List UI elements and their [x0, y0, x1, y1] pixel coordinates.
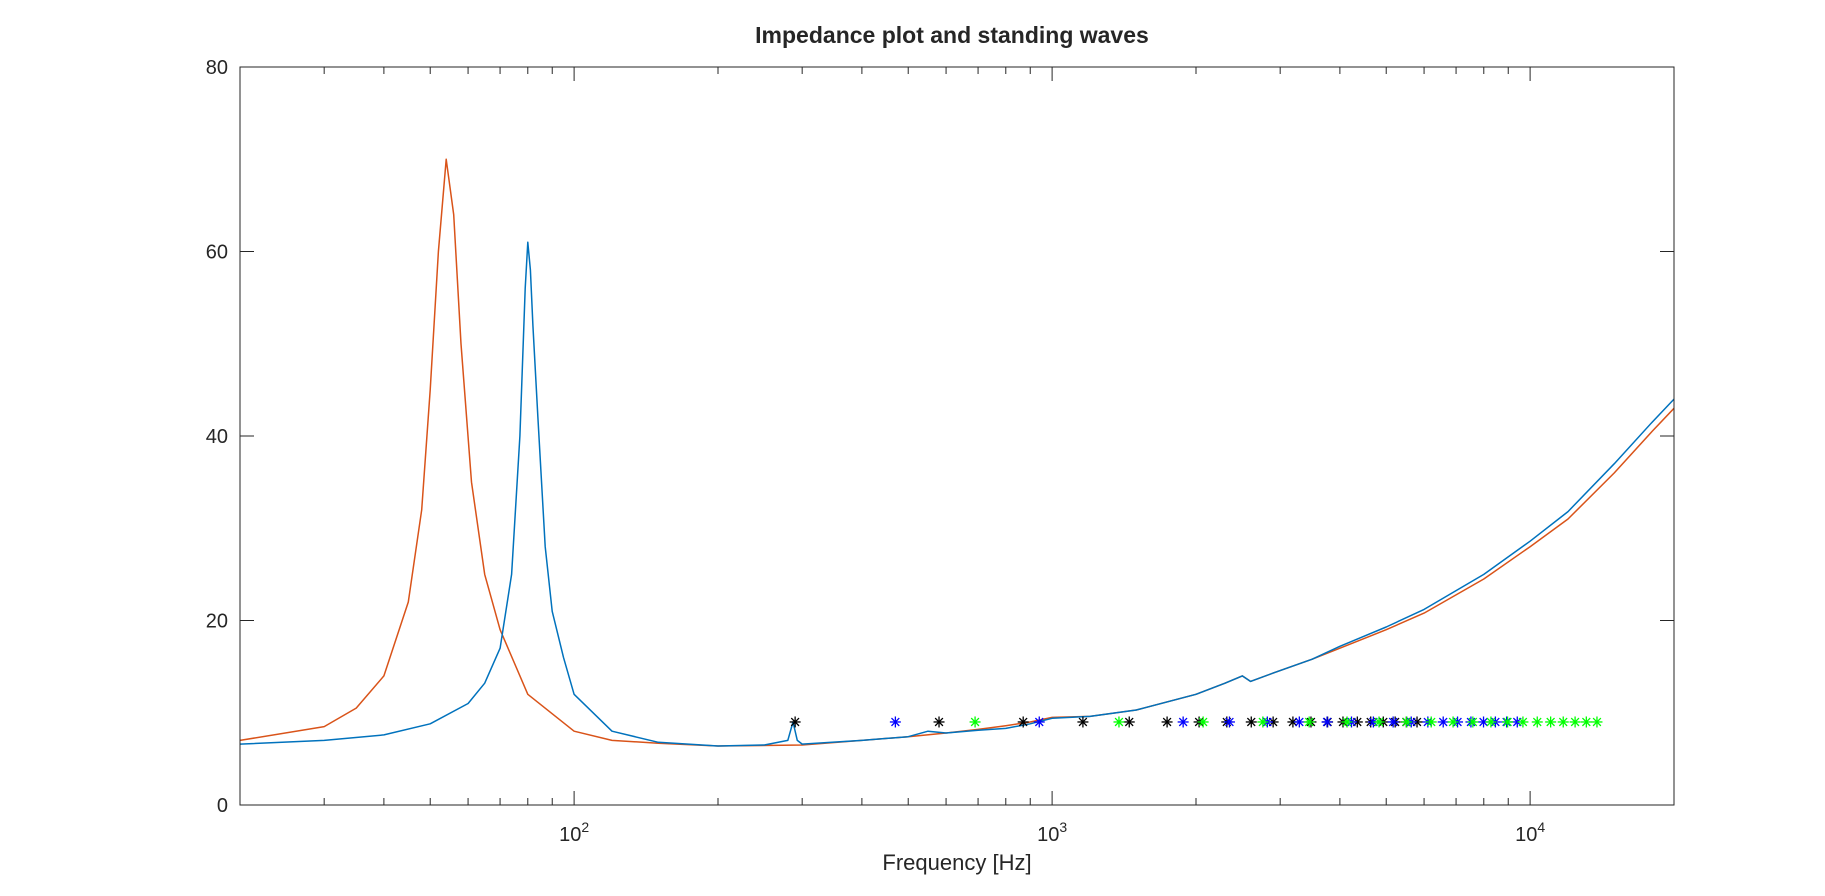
standing-wave-marker	[1467, 716, 1479, 728]
standing-wave-marker	[1017, 716, 1029, 728]
standing-wave-marker	[1502, 716, 1514, 728]
y-tick-label: 80	[206, 57, 228, 79]
chart-title: Impedance plot and standing waves	[755, 22, 1149, 48]
x-tick-label: 104	[1515, 819, 1545, 846]
x-tick-label: 102	[559, 819, 589, 846]
marker-layer	[789, 716, 1603, 728]
standing-wave-marker	[933, 716, 945, 728]
x-axis-label: Frequency [Hz]	[882, 850, 1031, 875]
standing-wave-marker	[1531, 716, 1543, 728]
standing-wave-marker	[1341, 716, 1353, 728]
standing-wave-marker	[1545, 716, 1557, 728]
standing-wave-marker	[1123, 716, 1135, 728]
y-tick-label: 40	[206, 426, 228, 448]
standing-wave-marker	[1197, 716, 1209, 728]
standing-wave-marker	[1580, 716, 1592, 728]
standing-wave-marker	[1447, 716, 1459, 728]
standing-wave-marker	[1387, 716, 1399, 728]
series-layer	[239, 158, 1675, 747]
standing-wave-marker	[1161, 716, 1173, 728]
series-line-1	[239, 158, 1675, 747]
standing-wave-marker	[1401, 716, 1413, 728]
standing-wave-marker	[1177, 716, 1189, 728]
standing-wave-marker	[1517, 716, 1529, 728]
standing-wave-marker	[789, 716, 801, 728]
standing-wave-marker	[1373, 716, 1385, 728]
standing-wave-marker	[969, 716, 981, 728]
plot-frame	[239, 66, 1675, 806]
series-line-2	[239, 241, 1675, 747]
standing-wave-marker	[1557, 716, 1569, 728]
y-tick-label: 20	[206, 611, 228, 633]
standing-wave-marker	[1569, 716, 1581, 728]
standing-wave-marker	[1293, 716, 1305, 728]
standing-wave-marker	[1485, 716, 1497, 728]
tick-layer: 0 20 40 60 80 102 103 104	[206, 57, 1675, 846]
standing-wave-marker	[1591, 716, 1603, 728]
standing-wave-marker	[1321, 716, 1333, 728]
standing-wave-marker	[1245, 716, 1257, 728]
x-tick-label: 103	[1037, 819, 1067, 846]
standing-wave-marker	[1113, 716, 1125, 728]
standing-wave-marker	[1425, 716, 1437, 728]
standing-wave-marker	[1257, 716, 1269, 728]
standing-wave-marker	[1223, 716, 1235, 728]
standing-wave-marker	[1077, 716, 1089, 728]
standing-wave-marker	[889, 716, 901, 728]
y-tick-label: 60	[206, 242, 228, 264]
standing-wave-marker	[1437, 716, 1449, 728]
standing-wave-marker	[1033, 716, 1045, 728]
y-tick-label: 0	[217, 795, 228, 817]
standing-wave-marker	[1303, 716, 1315, 728]
